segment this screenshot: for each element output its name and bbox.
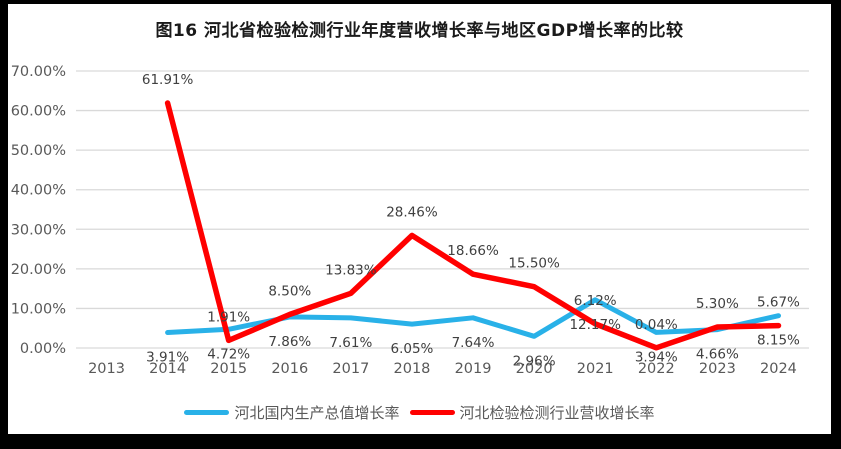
data-label: 7.61% bbox=[329, 335, 372, 351]
data-label: 5.30% bbox=[696, 296, 739, 312]
y-tick-label: 70.00% bbox=[11, 64, 66, 80]
x-tick-label: 2021 bbox=[577, 361, 614, 377]
legend-swatch-revenue-line bbox=[409, 410, 455, 415]
data-label: 3.91% bbox=[146, 350, 189, 366]
y-tick-label: 60.00% bbox=[11, 104, 66, 120]
x-tick-label: 2022 bbox=[638, 361, 675, 377]
data-label: 4.66% bbox=[696, 347, 739, 363]
data-label: 6.05% bbox=[391, 341, 434, 357]
x-tick-label: 2018 bbox=[394, 361, 431, 377]
y-tick-label: 10.00% bbox=[11, 301, 66, 317]
data-label: 18.66% bbox=[447, 243, 499, 259]
data-label: 7.64% bbox=[452, 335, 495, 351]
data-label: 3.94% bbox=[635, 349, 678, 365]
y-tick-label: 0.00% bbox=[20, 341, 66, 357]
data-label: 8.50% bbox=[268, 283, 311, 299]
data-label: 12.17% bbox=[569, 317, 621, 333]
data-label: 6.12% bbox=[574, 293, 617, 309]
x-tick-label: 2024 bbox=[760, 361, 797, 377]
data-label: 8.15% bbox=[757, 333, 800, 349]
x-tick-label: 2015 bbox=[210, 361, 247, 377]
x-tick-label: 2017 bbox=[332, 361, 369, 377]
revenue-line bbox=[164, 100, 782, 351]
x-tick-label: 2023 bbox=[699, 361, 736, 377]
y-tick-label: 50.00% bbox=[11, 143, 66, 159]
chart-title: 图16 河北省检验检测行业年度营收增长率与地区GDP增长率的比较 bbox=[155, 21, 684, 41]
data-label: 0.04% bbox=[635, 317, 678, 333]
x-tick-label: 2019 bbox=[455, 361, 492, 377]
x-tick-label: 2014 bbox=[149, 361, 186, 377]
y-tick-label: 20.00% bbox=[11, 262, 66, 278]
data-label: 4.72% bbox=[207, 346, 250, 362]
legend-item-revenue: 河北检验检测行业营收增长率 bbox=[409, 402, 655, 423]
x-tick-label: 2016 bbox=[271, 361, 308, 377]
chart-legend: 河北国内生产总值增长率 河北检验检测行业营收增长率 bbox=[8, 402, 831, 423]
y-tick-label: 40.00% bbox=[11, 183, 66, 199]
data-label: 2.96% bbox=[513, 353, 556, 369]
data-label: 28.46% bbox=[386, 204, 438, 220]
data-label: 7.86% bbox=[268, 334, 311, 350]
line-chart: 0.00% 10.00% 20.00% 30.00% 40.00% 50.00% 60.00… bbox=[11, 64, 809, 377]
legend-label-revenue: 河北检验检测行业营收增长率 bbox=[459, 404, 655, 422]
data-label: 1.91% bbox=[207, 309, 250, 325]
data-label: 61.91% bbox=[142, 72, 194, 88]
data-label: 15.50% bbox=[508, 256, 560, 272]
legend-label-gdp: 河北国内生产总值增长率 bbox=[234, 404, 400, 422]
legend-swatch-gdp-line bbox=[184, 410, 230, 415]
y-tick-label: 30.00% bbox=[11, 222, 66, 238]
data-label: 5.67% bbox=[757, 295, 800, 311]
data-label: 13.83% bbox=[325, 262, 377, 278]
legend-item-gdp: 河北国内生产总值增长率 bbox=[184, 402, 400, 423]
x-tick-label: 2020 bbox=[516, 361, 553, 377]
x-tick-label: 2013 bbox=[88, 361, 125, 377]
chart-card: 图16 河北省检验检测行业年度营收增长率与地区GDP增长率的比较 0.00% 10… bbox=[8, 4, 831, 434]
gdp-line bbox=[165, 297, 781, 339]
